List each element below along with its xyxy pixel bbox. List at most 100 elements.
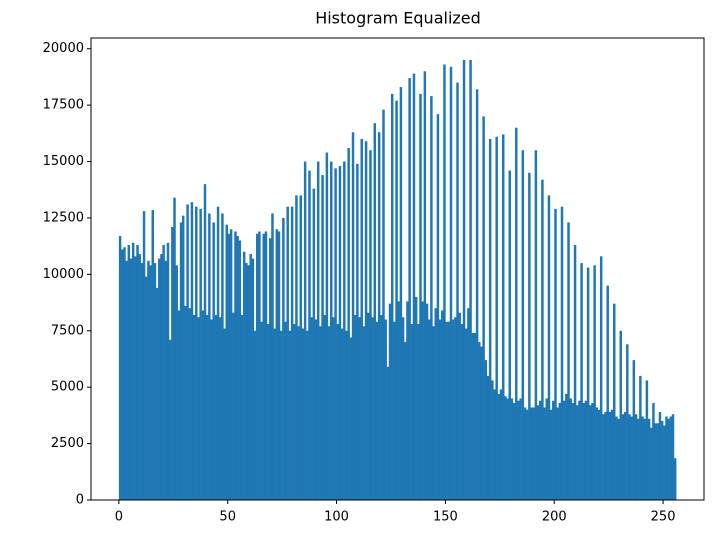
x-tick-label: 250 xyxy=(651,510,676,525)
bar xyxy=(562,400,566,500)
bar xyxy=(353,314,357,500)
bar xyxy=(360,138,363,500)
bar xyxy=(190,202,194,500)
x-tick-label: 0 xyxy=(115,510,123,525)
bar xyxy=(604,412,607,500)
bar xyxy=(295,195,298,500)
bar xyxy=(534,150,538,500)
bar xyxy=(382,109,385,501)
bar xyxy=(630,416,633,500)
bar xyxy=(436,114,440,501)
bar xyxy=(388,303,392,500)
bar xyxy=(543,407,546,500)
x-tick-label: 100 xyxy=(324,510,349,525)
bar xyxy=(399,87,403,501)
bar xyxy=(319,326,322,500)
bar xyxy=(486,375,490,500)
bar xyxy=(306,330,309,500)
bar xyxy=(273,328,276,500)
bar xyxy=(408,78,411,501)
bar xyxy=(549,409,553,500)
bar xyxy=(560,206,564,500)
bar xyxy=(469,60,472,500)
bar xyxy=(647,418,651,500)
bar xyxy=(432,326,435,500)
bar xyxy=(397,301,400,500)
bar xyxy=(158,258,161,500)
bar xyxy=(223,328,226,500)
bar xyxy=(650,427,653,500)
bar xyxy=(530,407,533,500)
bar xyxy=(162,245,165,500)
bar xyxy=(654,423,657,500)
bar xyxy=(462,60,466,500)
bar xyxy=(602,414,605,500)
bar xyxy=(386,366,390,500)
bar xyxy=(197,317,200,500)
bar xyxy=(225,224,229,500)
bar xyxy=(290,206,294,500)
bar xyxy=(615,416,618,500)
y-tick-label: 0 xyxy=(76,493,84,508)
bar xyxy=(471,333,474,500)
bar xyxy=(521,150,525,500)
bar xyxy=(547,195,551,500)
bar xyxy=(414,296,418,500)
bar xyxy=(195,206,198,500)
bar xyxy=(451,319,455,500)
bar xyxy=(621,414,625,500)
bar xyxy=(179,222,183,500)
y-tick-label: 7500 xyxy=(51,323,84,338)
bar xyxy=(201,310,205,500)
bar xyxy=(639,375,642,500)
bar xyxy=(275,229,279,500)
bar xyxy=(541,179,544,501)
bar xyxy=(393,321,396,500)
bar xyxy=(288,330,292,500)
bar xyxy=(552,400,555,500)
chart-title: Histogram Equalized xyxy=(315,9,481,28)
bar xyxy=(299,195,303,500)
bar xyxy=(271,213,274,500)
bar xyxy=(301,328,305,500)
bar xyxy=(569,398,572,500)
bar xyxy=(404,342,407,500)
bar xyxy=(473,333,477,500)
bar xyxy=(658,412,662,500)
bar xyxy=(545,398,549,500)
y-tick-label: 20000 xyxy=(43,41,84,56)
bar xyxy=(308,170,311,501)
bar xyxy=(351,132,355,500)
bar xyxy=(186,204,189,500)
bar xyxy=(599,256,603,500)
bar xyxy=(269,238,272,500)
bar xyxy=(330,161,333,501)
bar xyxy=(384,319,387,500)
bar xyxy=(632,360,636,500)
bar xyxy=(645,380,649,500)
bar xyxy=(525,409,529,500)
y-tick-label: 12500 xyxy=(43,210,84,225)
bar xyxy=(284,321,287,500)
bar xyxy=(171,226,174,500)
bar xyxy=(427,319,431,500)
bar xyxy=(218,317,222,500)
bar xyxy=(423,71,427,501)
bar xyxy=(184,305,187,500)
bar xyxy=(554,208,557,500)
bar xyxy=(532,407,535,500)
bar xyxy=(480,346,483,500)
bar xyxy=(528,172,531,501)
bar xyxy=(251,258,255,500)
x-tick-label: 50 xyxy=(219,510,236,525)
bar xyxy=(410,324,414,500)
bar xyxy=(597,409,601,500)
bar xyxy=(506,398,509,500)
bar xyxy=(673,458,677,500)
bar xyxy=(430,96,433,500)
bar xyxy=(371,317,374,500)
bar xyxy=(334,168,337,501)
bar xyxy=(362,326,366,500)
bar xyxy=(578,400,581,500)
